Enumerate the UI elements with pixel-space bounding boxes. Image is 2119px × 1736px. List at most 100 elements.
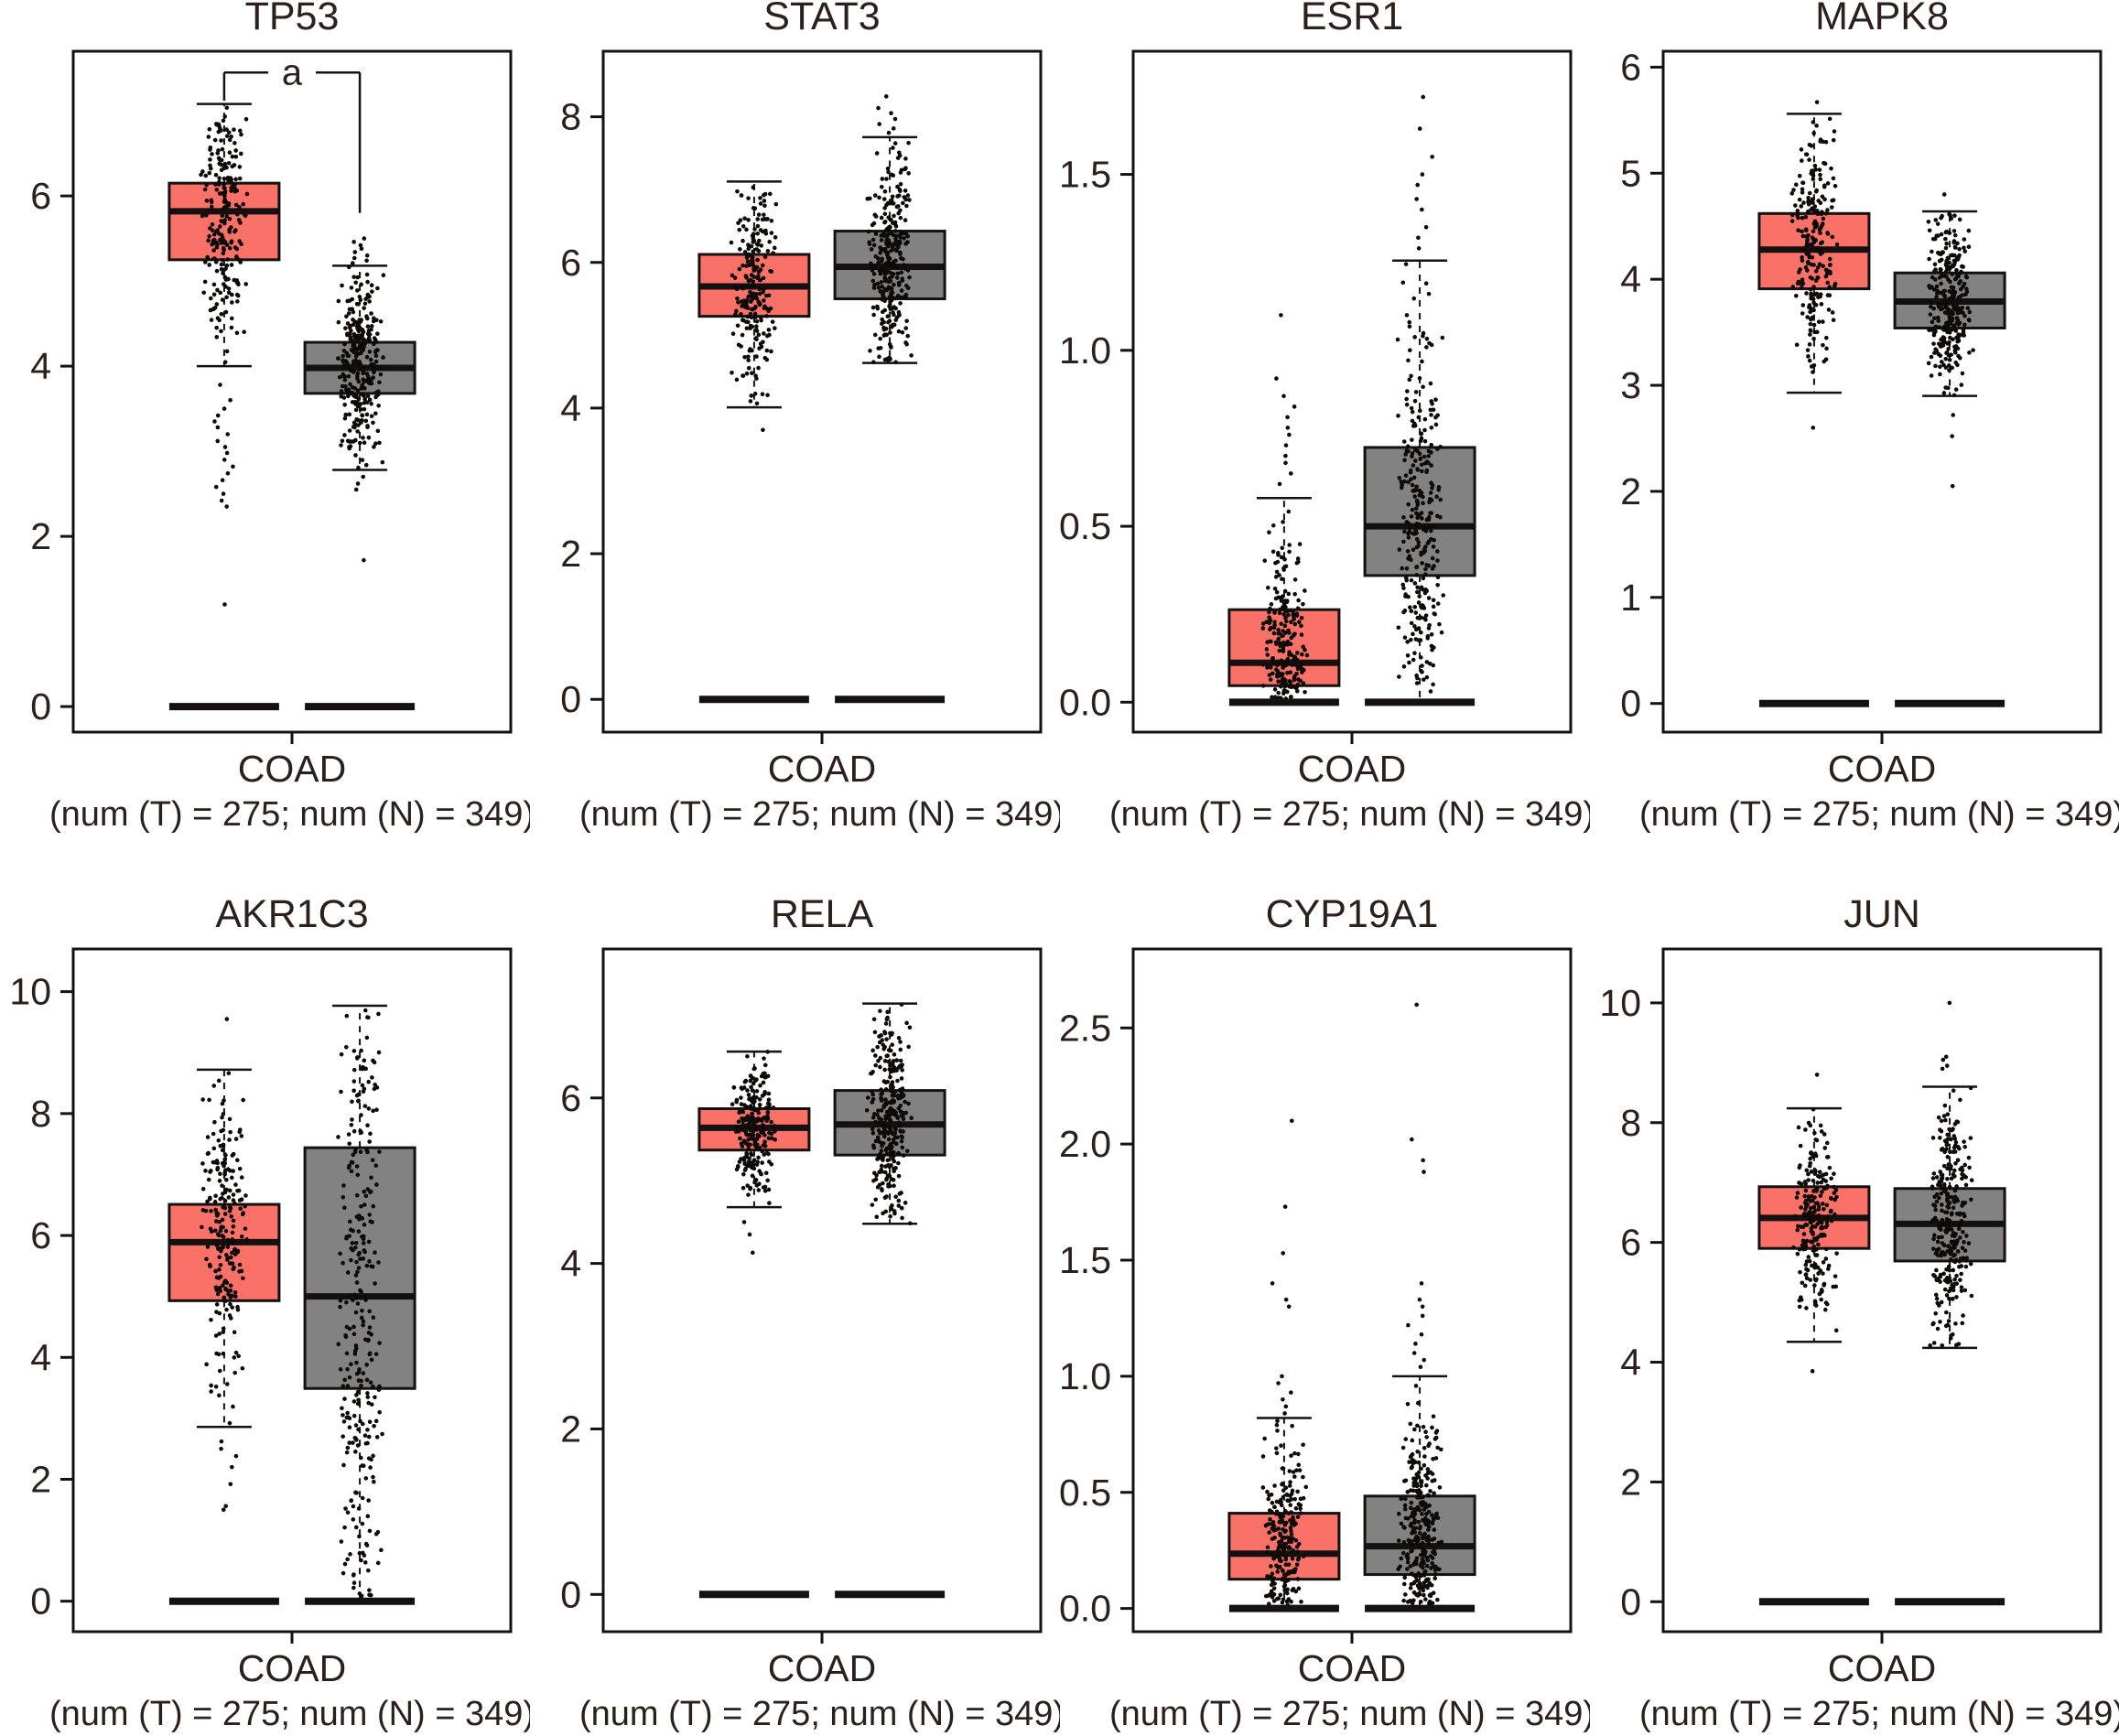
normal-outlier-point — [1941, 1057, 1946, 1062]
tumor-outlier-point — [1277, 481, 1282, 487]
tumor-group — [1227, 313, 1341, 706]
normal-outlier-point — [1944, 1063, 1950, 1068]
y-axis-tick-label: 2 — [1620, 1461, 1641, 1503]
normal-outlier-point — [364, 258, 369, 264]
cohort-label: COAD — [768, 748, 876, 790]
normal-outlier-point — [886, 130, 892, 135]
normal-outlier-point — [1423, 224, 1429, 230]
normal-outlier-point — [1413, 1342, 1418, 1346]
normal-outlier-point — [1422, 1170, 1426, 1174]
y-axis-tick-label: 6 — [30, 1214, 51, 1256]
normal-group — [303, 236, 416, 711]
y-axis-tick-label: 0 — [30, 685, 51, 728]
tumor-outlier-point — [1285, 426, 1291, 430]
tumor-outlier-point — [231, 464, 235, 469]
y-axis-tick-label: 4 — [1620, 258, 1641, 300]
tumor-outlier-point — [230, 1464, 234, 1470]
panel-TP53: TP53 0 2 4 6 a COAD (num (T) = 275; num (N) = 3… — [30, 0, 530, 834]
normal-outlier-point — [1947, 1000, 1952, 1006]
y-axis-tick-label: 4 — [30, 1336, 51, 1378]
tumor-outlier-point — [213, 484, 219, 490]
normal-outlier-point — [355, 481, 361, 486]
plot-border — [601, 947, 1043, 1634]
normal-outlier-point — [362, 236, 367, 241]
tumor-outlier-point — [761, 427, 765, 433]
sample-count-label: (num (T) = 275; num (N) = 349) — [1109, 1695, 1590, 1733]
normal-group — [1893, 192, 2006, 707]
tumor-group — [1757, 100, 1871, 707]
tumor-outlier-point — [741, 1220, 747, 1224]
normal-outlier-point — [1414, 1002, 1420, 1008]
normal-outlier-point — [1419, 1281, 1424, 1286]
tumor-outlier-point — [1285, 415, 1290, 420]
tumor-jitter-points — [730, 1050, 778, 1256]
normal-outlier-point — [883, 94, 889, 99]
y-axis-tick-label: 0 — [560, 678, 581, 720]
normal-outlier-point — [351, 240, 356, 244]
tumor-outlier-point — [1282, 1411, 1287, 1416]
y-axis-tick-label: 5 — [1620, 152, 1641, 194]
tumor-outlier-point — [1814, 1073, 1820, 1077]
tumor-outlier-point — [1286, 1304, 1292, 1310]
tumor-group — [168, 1017, 281, 1605]
panel-STAT3: STAT3 0 2 4 6 8 COAD (num (T) = 275; num (N) = … — [560, 0, 1060, 834]
sample-count-label: (num (T) = 275; num (N) = 349) — [49, 1695, 530, 1733]
panel-JUN: JUN 0 2 4 6 8 10 COAD (num (T) = 275; num (N) = … — [1599, 892, 2119, 1733]
y-axis-tick-label: 1.0 — [1060, 1355, 1111, 1397]
tumor-outlier-point — [212, 419, 217, 424]
y-axis-tick-label: 1.0 — [1060, 329, 1111, 372]
normal-outlier-point — [1422, 1357, 1427, 1363]
plot-border — [1131, 49, 1573, 734]
tumor-outlier-point — [1814, 100, 1820, 104]
normal-group — [1363, 94, 1476, 706]
cohort-label: COAD — [238, 748, 346, 790]
normal-outlier-point — [353, 487, 359, 492]
plot-border — [71, 49, 513, 734]
y-axis-tick-label: 0 — [1620, 1580, 1641, 1623]
normal-outlier-point — [1950, 483, 1955, 489]
sample-count-label: (num (T) = 275; num (N) = 349) — [1639, 795, 2119, 834]
panel-title: ESR1 — [1301, 0, 1403, 38]
normal-outlier-point — [1951, 413, 1956, 417]
tumor-outlier-point — [222, 458, 227, 462]
y-axis-tick-label: 2.0 — [1060, 1123, 1111, 1165]
tumor-outlier-point — [224, 504, 229, 509]
cohort-label: COAD — [768, 1647, 876, 1689]
y-axis-tick-label: 0.0 — [1060, 1588, 1111, 1630]
panel-title: AKR1C3 — [215, 892, 368, 936]
normal-jitter-points — [864, 1002, 914, 1226]
tumor-group — [168, 102, 281, 711]
plot-border — [1661, 947, 2103, 1634]
normal-jitter-points — [336, 1008, 384, 1602]
tumor-outlier-point — [215, 425, 221, 430]
sample-count-label: (num (T) = 275; num (N) = 349) — [579, 1695, 1060, 1733]
tumor-outlier-point — [221, 491, 226, 496]
tumor-outlier-point — [225, 470, 231, 476]
plot-border — [1131, 947, 1573, 1634]
tumor-outlier-point — [1283, 1297, 1289, 1302]
panel-CYP19A1: CYP19A1 0.0 0.5 1.0 1.5 2.0 2.5 COAD (num (T) = … — [1060, 892, 1590, 1733]
plot-border — [1661, 49, 2103, 734]
tumor-outlier-point — [1289, 1390, 1293, 1395]
panel-title: CYP19A1 — [1266, 892, 1439, 936]
tumor-outlier-point — [1292, 404, 1297, 409]
normal-outlier-point — [876, 105, 881, 111]
normal-group — [833, 1002, 946, 1599]
y-axis-tick-label: 0.5 — [1060, 1472, 1111, 1514]
normal-outlier-point — [1421, 94, 1426, 100]
tumor-outlier-point — [222, 602, 227, 607]
tumor-outlier-point — [1281, 1396, 1285, 1402]
tumor-outlier-point — [750, 1250, 755, 1256]
normal-outlier-point — [350, 261, 355, 265]
tumor-jitter-points — [200, 1017, 249, 1513]
y-axis-tick-label: 6 — [1620, 1222, 1641, 1264]
tumor-outlier-point — [1811, 426, 1816, 430]
y-axis-tick-label: 2 — [560, 1407, 581, 1450]
y-axis-tick-label: 4 — [560, 1243, 581, 1285]
y-axis-tick-label: 6 — [1620, 46, 1641, 88]
tumor-group — [697, 1050, 811, 1599]
y-axis-tick-label: 4 — [30, 345, 51, 387]
y-axis-tick-label: 0 — [1620, 683, 1641, 725]
normal-outlier-point — [1421, 1158, 1425, 1163]
plot-border — [601, 49, 1043, 734]
